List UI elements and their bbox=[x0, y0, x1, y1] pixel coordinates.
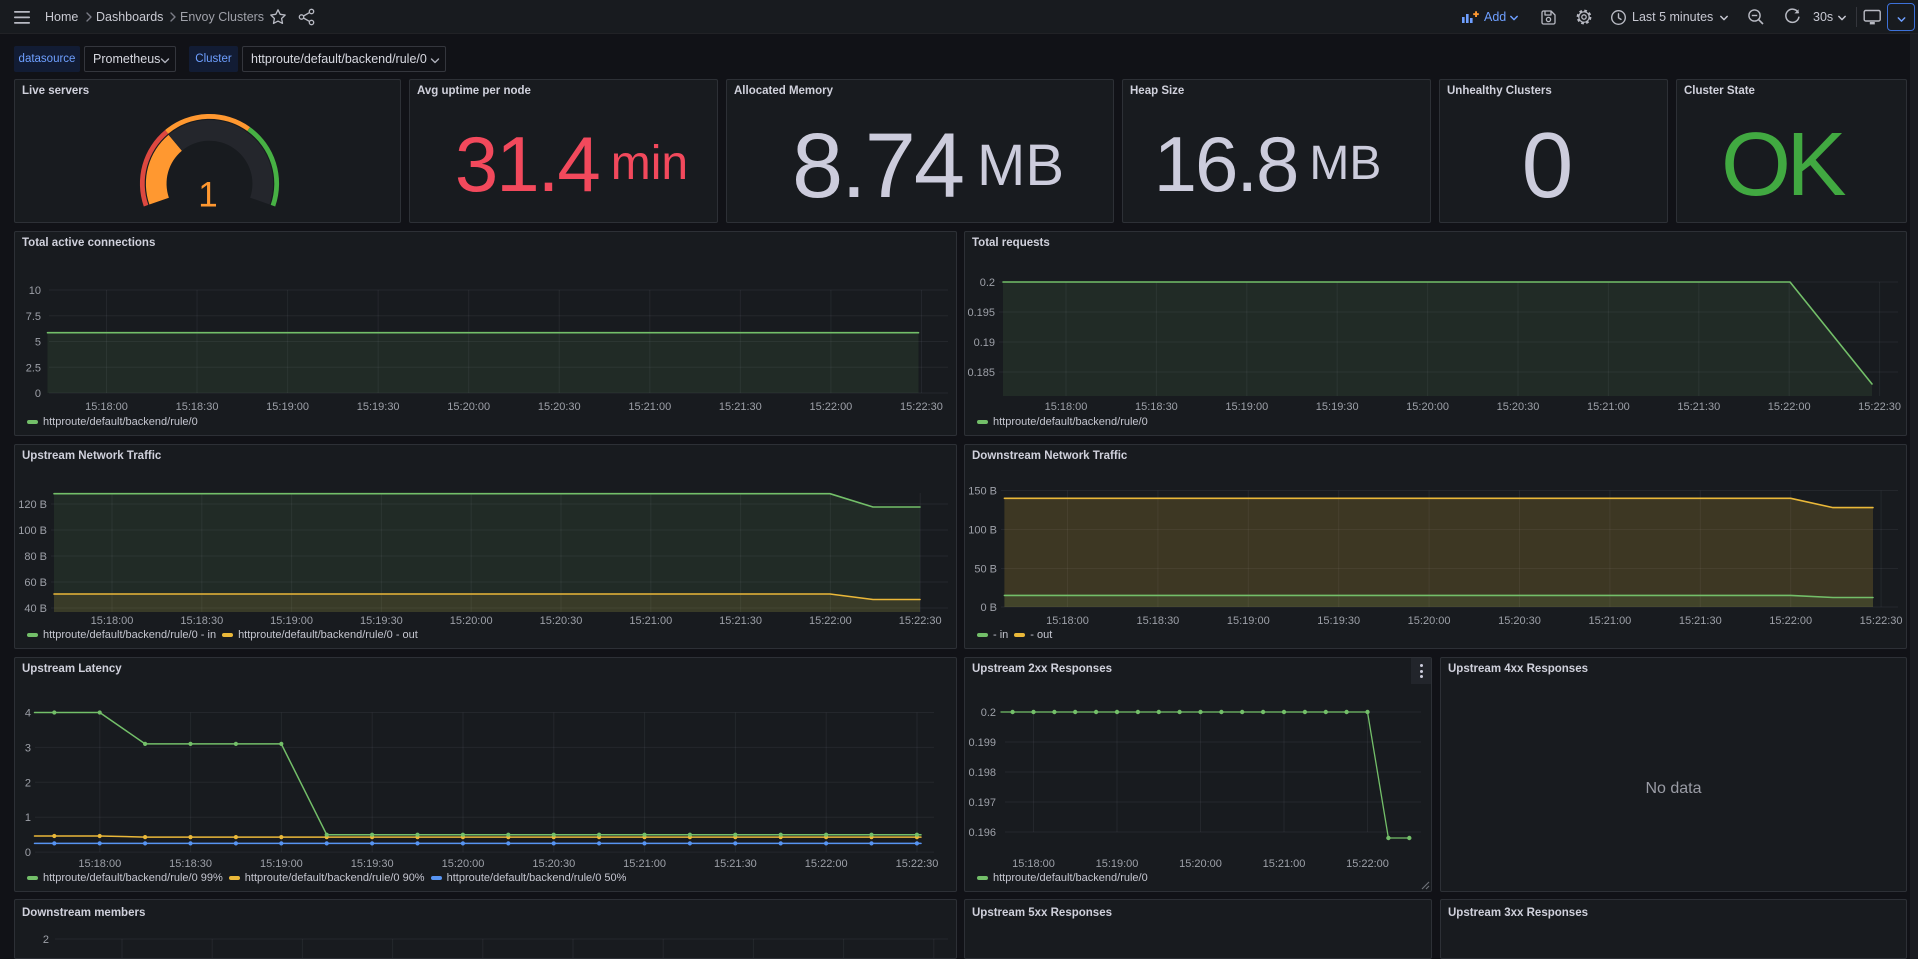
svg-text:15:22:00: 15:22:00 bbox=[809, 401, 852, 413]
svg-text:15:21:00: 15:21:00 bbox=[629, 615, 672, 627]
svg-text:3: 3 bbox=[25, 742, 31, 754]
svg-text:0: 0 bbox=[25, 847, 31, 859]
svg-text:15:21:30: 15:21:30 bbox=[1679, 615, 1722, 627]
svg-text:15:20:00: 15:20:00 bbox=[442, 858, 485, 870]
svg-text:15:19:30: 15:19:30 bbox=[1316, 401, 1359, 413]
svg-text:15:20:00: 15:20:00 bbox=[450, 615, 493, 627]
svg-text:15:20:30: 15:20:30 bbox=[1497, 401, 1540, 413]
svg-text:15:21:30: 15:21:30 bbox=[719, 615, 762, 627]
svg-text:40 B: 40 B bbox=[24, 603, 47, 615]
svg-text:60 B: 60 B bbox=[24, 577, 47, 589]
svg-text:15:19:00: 15:19:00 bbox=[1225, 401, 1268, 413]
svg-text:100 B: 100 B bbox=[18, 525, 47, 537]
svg-text:0.19: 0.19 bbox=[974, 337, 995, 349]
svg-text:15:22:00: 15:22:00 bbox=[805, 858, 848, 870]
svg-text:15:18:00: 15:18:00 bbox=[1045, 401, 1088, 413]
svg-text:15:19:00: 15:19:00 bbox=[266, 401, 309, 413]
svg-text:15:20:30: 15:20:30 bbox=[538, 401, 581, 413]
svg-text:15:20:00: 15:20:00 bbox=[447, 401, 490, 413]
svg-text:2: 2 bbox=[25, 777, 31, 789]
svg-text:15:22:30: 15:22:30 bbox=[1858, 401, 1901, 413]
svg-text:15:18:30: 15:18:30 bbox=[1135, 401, 1178, 413]
svg-text:15:19:30: 15:19:30 bbox=[360, 615, 403, 627]
svg-text:15:18:00: 15:18:00 bbox=[78, 858, 121, 870]
svg-text:15:21:00: 15:21:00 bbox=[628, 401, 671, 413]
svg-text:15:18:00: 15:18:00 bbox=[1012, 858, 1055, 870]
svg-text:120 B: 120 B bbox=[18, 499, 47, 511]
svg-text:15:20:00: 15:20:00 bbox=[1406, 401, 1449, 413]
svg-text:15:22:30: 15:22:30 bbox=[896, 858, 939, 870]
svg-text:2: 2 bbox=[43, 934, 49, 946]
svg-text:1: 1 bbox=[25, 812, 31, 824]
svg-text:15:21:30: 15:21:30 bbox=[1677, 401, 1720, 413]
svg-text:0.198: 0.198 bbox=[968, 767, 996, 779]
svg-text:0.185: 0.185 bbox=[967, 367, 995, 379]
svg-text:5: 5 bbox=[35, 337, 41, 349]
svg-text:15:20:30: 15:20:30 bbox=[1498, 615, 1541, 627]
svg-text:15:20:30: 15:20:30 bbox=[540, 615, 583, 627]
svg-text:15:19:00: 15:19:00 bbox=[1096, 858, 1139, 870]
svg-text:15:21:30: 15:21:30 bbox=[714, 858, 757, 870]
svg-text:15:22:00: 15:22:00 bbox=[1769, 615, 1812, 627]
svg-text:15:22:00: 15:22:00 bbox=[809, 615, 852, 627]
svg-text:80 B: 80 B bbox=[24, 551, 47, 563]
svg-text:15:18:00: 15:18:00 bbox=[85, 401, 128, 413]
svg-text:15:20:00: 15:20:00 bbox=[1408, 615, 1451, 627]
svg-text:15:18:30: 15:18:30 bbox=[169, 858, 212, 870]
svg-text:0.197: 0.197 bbox=[968, 797, 996, 809]
svg-text:15:22:30: 15:22:30 bbox=[900, 401, 943, 413]
svg-text:0 B: 0 B bbox=[980, 602, 997, 614]
svg-text:4: 4 bbox=[25, 708, 31, 720]
svg-text:0.2: 0.2 bbox=[981, 707, 996, 719]
svg-text:100 B: 100 B bbox=[968, 525, 997, 537]
svg-text:15:22:00: 15:22:00 bbox=[1346, 858, 1389, 870]
svg-text:15:19:00: 15:19:00 bbox=[1227, 615, 1270, 627]
svg-text:15:18:30: 15:18:30 bbox=[1136, 615, 1179, 627]
svg-text:50 B: 50 B bbox=[974, 564, 997, 576]
svg-text:15:21:00: 15:21:00 bbox=[1263, 858, 1306, 870]
svg-text:15:19:00: 15:19:00 bbox=[260, 858, 303, 870]
svg-text:15:20:30: 15:20:30 bbox=[532, 858, 575, 870]
svg-text:0.2: 0.2 bbox=[980, 277, 995, 289]
svg-text:0.196: 0.196 bbox=[968, 827, 996, 839]
svg-text:150 B: 150 B bbox=[968, 486, 997, 498]
svg-text:1: 1 bbox=[198, 176, 217, 215]
svg-text:15:19:30: 15:19:30 bbox=[357, 401, 400, 413]
svg-text:7.5: 7.5 bbox=[26, 311, 41, 323]
svg-text:15:19:30: 15:19:30 bbox=[1317, 615, 1360, 627]
svg-text:15:18:30: 15:18:30 bbox=[180, 615, 223, 627]
svg-text:15:21:30: 15:21:30 bbox=[719, 401, 762, 413]
svg-text:15:19:00: 15:19:00 bbox=[270, 615, 313, 627]
svg-text:0.199: 0.199 bbox=[968, 737, 996, 749]
svg-text:15:18:30: 15:18:30 bbox=[176, 401, 219, 413]
svg-text:10: 10 bbox=[29, 285, 41, 297]
svg-text:0.195: 0.195 bbox=[967, 307, 995, 319]
svg-text:15:22:30: 15:22:30 bbox=[1860, 615, 1903, 627]
svg-text:15:20:00: 15:20:00 bbox=[1179, 858, 1222, 870]
svg-text:15:21:00: 15:21:00 bbox=[1588, 615, 1631, 627]
svg-text:0: 0 bbox=[35, 388, 41, 400]
svg-text:15:22:00: 15:22:00 bbox=[1768, 401, 1811, 413]
svg-text:15:21:00: 15:21:00 bbox=[623, 858, 666, 870]
svg-text:2.5: 2.5 bbox=[26, 362, 41, 374]
svg-text:15:21:00: 15:21:00 bbox=[1587, 401, 1630, 413]
svg-text:15:19:30: 15:19:30 bbox=[351, 858, 394, 870]
svg-text:15:18:00: 15:18:00 bbox=[1046, 615, 1089, 627]
svg-text:15:18:00: 15:18:00 bbox=[91, 615, 134, 627]
svg-text:15:22:30: 15:22:30 bbox=[899, 615, 942, 627]
